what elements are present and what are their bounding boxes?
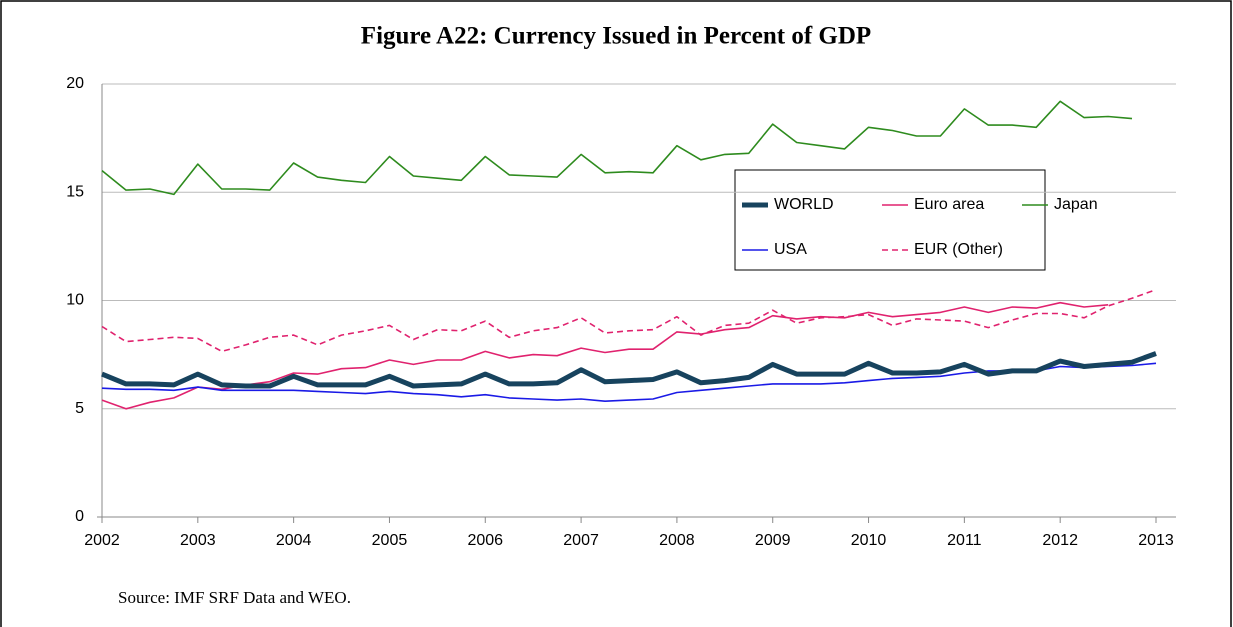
x-tick-label: 2013 (1138, 532, 1174, 549)
x-tick-label: 2003 (180, 532, 216, 549)
legend-label: Euro area (914, 196, 984, 213)
x-tick-label: 2008 (659, 532, 695, 549)
legend-label: USA (774, 241, 807, 258)
x-tick-label: 2007 (563, 532, 599, 549)
legend-label: WORLD (774, 196, 834, 213)
x-tick-label: 2009 (755, 532, 791, 549)
y-tick-label: 0 (75, 508, 84, 525)
series-line (101, 288, 1157, 353)
y-tick-label: 15 (66, 183, 84, 200)
y-tick-label: 5 (75, 400, 84, 417)
x-tick-label: 2012 (1042, 532, 1078, 549)
y-tick-label: 20 (66, 75, 84, 92)
x-tick-label: 2006 (467, 532, 503, 549)
x-tick-label: 2002 (84, 532, 120, 549)
x-tick-label: 2005 (372, 532, 408, 549)
chart-title: Figure A22: Currency Issued in Percent o… (361, 23, 871, 50)
source-note: Source: IMF SRF Data and WEO. (118, 588, 351, 607)
y-tick-label: 10 (66, 292, 84, 309)
x-tick-label: 2011 (947, 532, 982, 549)
x-tick-label: 2004 (276, 532, 312, 549)
legend-box (734, 169, 1046, 271)
x-tick-label: 2010 (851, 532, 887, 549)
series-line (101, 100, 1133, 196)
series-line (101, 301, 1109, 410)
series-line (101, 351, 1157, 389)
legend-label: Japan (1054, 196, 1098, 213)
legend-label: EUR (Other) (914, 241, 1003, 258)
